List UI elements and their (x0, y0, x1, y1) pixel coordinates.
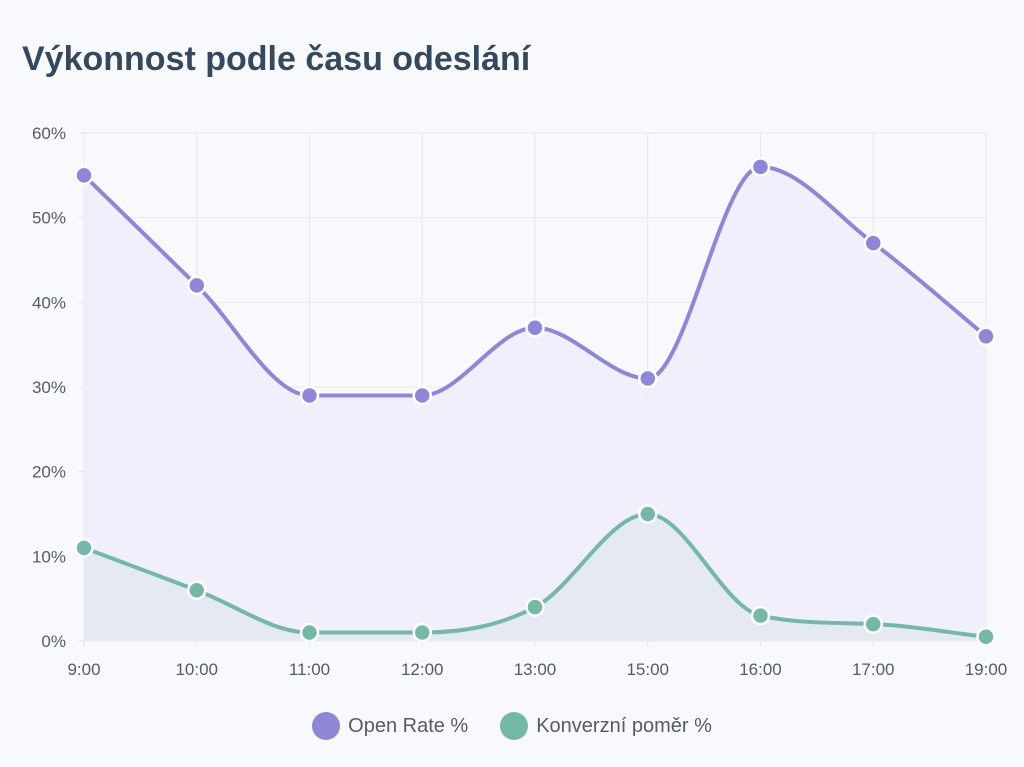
series-points (74, 157, 996, 647)
y-tick-label: 0% (41, 632, 66, 651)
data-point[interactable] (299, 385, 320, 406)
x-tick-label: 11:00 (289, 660, 330, 679)
x-tick-label: 17:00 (852, 660, 895, 679)
series-line-0 (82, 164, 988, 398)
line-chart: 0% 10% 20% 30% 40% 50% 60% 9:00 10:00 11:00 12:00… (32, 124, 1007, 679)
x-tick-label: 13:00 (514, 660, 557, 679)
series-area-0 (84, 166, 986, 641)
data-point[interactable] (525, 317, 545, 338)
y-tick-label: 50% (32, 209, 66, 228)
data-point[interactable] (863, 614, 883, 634)
data-point[interactable] (638, 504, 658, 524)
data-point[interactable] (412, 385, 432, 406)
legend-swatch-open-rate (312, 712, 341, 740)
data-point[interactable] (750, 157, 771, 177)
chart-title: Výkonnost podle času odeslání (22, 40, 531, 78)
legend-swatch-conversion (500, 712, 529, 740)
legend-item-conversion[interactable]: Konverzní poměr % (500, 712, 712, 740)
data-point[interactable] (74, 538, 94, 558)
x-tick-label: 12:00 (401, 660, 444, 679)
y-tick-label: 60% (32, 124, 66, 143)
x-tick-label: 19:00 (965, 660, 1008, 679)
data-point[interactable] (863, 233, 883, 253)
y-tick-label: 20% (32, 463, 66, 482)
data-point[interactable] (187, 580, 207, 600)
x-tick-label: 16:00 (739, 660, 782, 679)
x-axis-ticks: 9:00 10:00 11:00 12:00 13:00 15:00 16:00 17:00 1… (67, 660, 1007, 679)
y-tick-label: 40% (32, 293, 66, 312)
y-axis-ticks: 0% 10% 20% 30% 40% 50% 60% (32, 124, 66, 651)
series-line-1 (82, 512, 988, 639)
legend: Open Rate % Konverzní poměr % (0, 712, 1024, 740)
x-tick-label: 9:00 (67, 660, 100, 679)
data-point[interactable] (525, 597, 545, 617)
data-point[interactable] (638, 368, 658, 389)
data-point[interactable] (412, 622, 432, 643)
legend-label-open-rate: Open Rate % (348, 714, 469, 737)
y-tick-label: 10% (32, 547, 66, 566)
series-lines (82, 164, 988, 639)
data-point[interactable] (74, 165, 94, 186)
data-point[interactable] (299, 622, 320, 643)
legend-item-open-rate[interactable]: Open Rate % (312, 712, 468, 740)
data-point[interactable] (187, 275, 207, 296)
x-tick-label: 15:00 (626, 660, 669, 679)
y-tick-label: 30% (32, 378, 66, 397)
legend-label-conversion: Konverzní poměr % (536, 714, 712, 737)
data-point[interactable] (976, 627, 996, 647)
data-point[interactable] (750, 605, 771, 626)
x-tick-label: 10:00 (175, 660, 218, 679)
data-point[interactable] (976, 326, 996, 346)
